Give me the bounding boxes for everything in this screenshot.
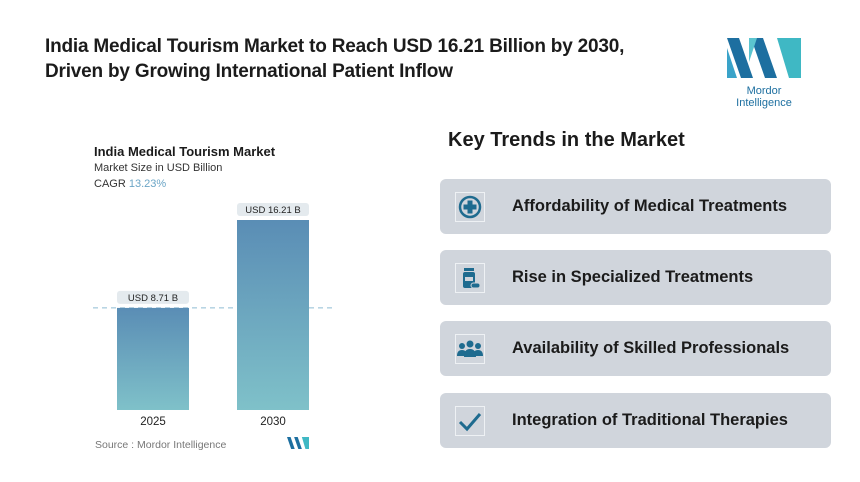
people-group-icon xyxy=(455,333,485,364)
x-tick-label: 2025 xyxy=(140,416,166,428)
chart-title: India Medical Tourism Market xyxy=(94,144,276,159)
data-label-bg xyxy=(237,203,309,216)
source-logo-icon xyxy=(287,437,309,449)
trend-label: Affordability of Medical Treatments xyxy=(512,197,788,215)
data-label: USD 8.71 B xyxy=(128,293,178,304)
key-trends-heading: Key Trends in the Market xyxy=(448,129,685,151)
data-label: USD 16.21 B xyxy=(245,205,300,216)
mordor-logo: Mordor Intelligence xyxy=(718,38,810,109)
medicine-bottle-icon xyxy=(455,262,485,293)
chart-cagr: CAGR 13.23% xyxy=(94,178,166,190)
title-line-1: India Medical Tourism Market to Reach US… xyxy=(45,36,625,57)
data-label-bg xyxy=(117,290,189,304)
checkmark-icon xyxy=(455,405,485,436)
logo-text: Mordor Intelligence xyxy=(736,85,792,109)
chart-source: Source : Mordor Intelligence xyxy=(95,439,227,451)
chart-subtitle: Market Size in USD Billion xyxy=(94,162,223,174)
trend-card: Integration of Traditional Therapies xyxy=(440,393,831,448)
bar-2025 xyxy=(117,307,189,410)
logo-mark-icon xyxy=(727,38,801,78)
cagr-label: CAGR xyxy=(94,178,126,190)
cagr-value: 13.23% xyxy=(128,178,167,190)
trend-label: Rise in Specialized Treatments xyxy=(512,268,754,286)
x-tick-label: 2030 xyxy=(260,416,286,428)
title-line-2: Driven by Growing International Patient … xyxy=(45,61,453,82)
trend-card: Affordability of Medical Treatments xyxy=(440,179,831,234)
trend-card: Rise in Specialized Treatments xyxy=(440,250,831,305)
trend-label: Integration of Traditional Therapies xyxy=(512,411,788,429)
trend-label: Availability of Skilled Professionals xyxy=(512,339,790,357)
medical-cross-icon xyxy=(455,191,485,222)
bar-chart: USD 8.71 B 2025 USD 16.21 B 2030 xyxy=(93,203,336,428)
bar-2030 xyxy=(237,220,309,410)
trend-card: Availability of Skilled Professionals xyxy=(440,321,831,376)
page-title: India Medical Tourism Market to Reach US… xyxy=(45,34,705,84)
